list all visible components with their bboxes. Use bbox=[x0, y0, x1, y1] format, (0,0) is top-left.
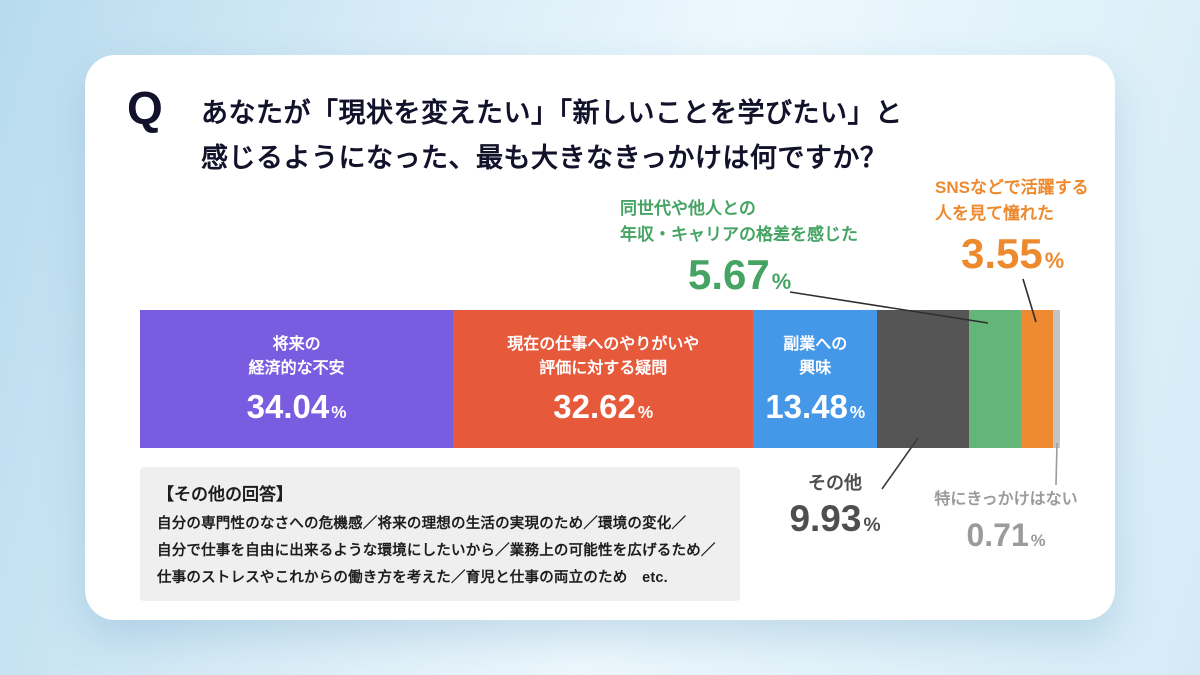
callout-income-gap-label-line1: 同世代や他人との bbox=[620, 199, 756, 218]
bar-segment-none bbox=[1053, 310, 1060, 448]
survey-result-card: Q あなたが「現状を変えたい」「新しいことを学びたい」と 感じるようになった、最… bbox=[85, 55, 1115, 620]
callout-none: 特にきっかけはない 0.71% bbox=[922, 487, 1090, 553]
other-answers-line3: 仕事のストレスやこれからの働き方を考えた／育児と仕事の両立のため etc. bbox=[157, 570, 668, 586]
other-answers-heading: 【その他の回答】 bbox=[157, 485, 293, 504]
percent-sign: % bbox=[331, 401, 347, 422]
callout-sns-value: 3.55% bbox=[961, 230, 1089, 277]
bar-segment-other bbox=[877, 310, 969, 448]
callout-income-gap: 同世代や他人との 年収・キャリアの格差を感じた 5.67% bbox=[620, 196, 858, 298]
percent-sign: % bbox=[1044, 248, 1065, 273]
segment-label-line1: 副業への bbox=[783, 335, 848, 353]
other-answers-box: 【その他の回答】 自分の専門性のなさへの危機感／将来の理想の生活の実現のため／環… bbox=[140, 467, 740, 601]
percent-sign: % bbox=[771, 269, 792, 294]
callout-none-value: 0.71% bbox=[922, 517, 1090, 553]
segment-label: 副業への 興味 bbox=[783, 333, 847, 381]
callout-income-gap-value: 5.67% bbox=[688, 251, 858, 298]
callout-none-label: 特にきっかけはない bbox=[934, 491, 1078, 508]
bar-segment-sns bbox=[1020, 310, 1054, 448]
bar-segment-income-gap bbox=[968, 310, 1021, 448]
value: 3.55 bbox=[961, 230, 1043, 277]
stacked-bar: 将来の 経済的な不安 34.04% 現在の仕事へのやりがいや 評価に対する疑問 … bbox=[140, 310, 1060, 448]
callout-other-label: その他 bbox=[808, 473, 862, 493]
segment-label: 現在の仕事へのやりがいや 評価に対する疑問 bbox=[507, 333, 699, 381]
segment-value: 34.04% bbox=[247, 388, 347, 426]
question-title: あなたが「現状を変えたい」「新しいことを学びたい」と 感じるようになった、最も大… bbox=[201, 91, 903, 181]
question-title-line1: あなたが「現状を変えたい」「新しいことを学びたい」と bbox=[201, 98, 903, 128]
callout-sns: SNSなどで活躍する 人を見て憧れた 3.55% bbox=[935, 175, 1089, 277]
bar-segment-side-job: 副業への 興味 13.48% bbox=[753, 310, 878, 448]
segment-label-line1: 将来の bbox=[272, 335, 321, 353]
value: 34.04 bbox=[246, 387, 330, 425]
value: 9.93 bbox=[789, 498, 862, 539]
segment-label-line2: 経済的な不安 bbox=[248, 359, 345, 377]
segment-label-line1: 現在の仕事へのやりがいや bbox=[507, 335, 700, 353]
value: 13.48 bbox=[765, 387, 848, 425]
value: 32.62 bbox=[553, 387, 636, 425]
segment-value: 32.62% bbox=[553, 388, 653, 426]
callout-sns-label-line2: 人を見て憧れた bbox=[935, 204, 1054, 223]
callout-other: その他 9.93% bbox=[777, 470, 893, 540]
segment-label: 将来の 経済的な不安 bbox=[249, 333, 345, 381]
bar-segment-job-doubt: 現在の仕事へのやりがいや 評価に対する疑問 32.62% bbox=[453, 310, 754, 448]
question-mark-label: Q bbox=[127, 82, 163, 134]
segment-label-line2: 評価に対する疑問 bbox=[539, 359, 668, 377]
other-answers-line2: 自分で仕事を自由に出来るような環境にしたいから／業務上の可能性を広げるため／ bbox=[157, 543, 716, 559]
segment-value: 13.48% bbox=[765, 388, 865, 426]
percent-sign: % bbox=[863, 515, 881, 536]
value: 0.71 bbox=[966, 517, 1029, 553]
value: 5.67 bbox=[688, 251, 770, 298]
question-title-line2: 感じるようになった、最も大きなきっかけは何ですか？ bbox=[201, 143, 888, 173]
callout-income-gap-label-line2: 年収・キャリアの格差を感じた bbox=[620, 225, 858, 244]
connector-line-none bbox=[1055, 442, 1058, 486]
segment-label-line2: 興味 bbox=[799, 359, 832, 377]
bar-segment-economic-anxiety: 将来の 経済的な不安 34.04% bbox=[140, 310, 454, 448]
percent-sign: % bbox=[849, 401, 866, 422]
callout-other-value: 9.93% bbox=[777, 498, 893, 540]
percent-sign: % bbox=[637, 401, 654, 422]
percent-sign: % bbox=[1030, 531, 1046, 550]
other-answers-line1: 自分の専門性のなさへの危機感／将来の理想の生活の実現のため／環境の変化／ bbox=[157, 516, 687, 532]
callout-sns-label-line1: SNSなどで活躍する bbox=[935, 178, 1089, 197]
